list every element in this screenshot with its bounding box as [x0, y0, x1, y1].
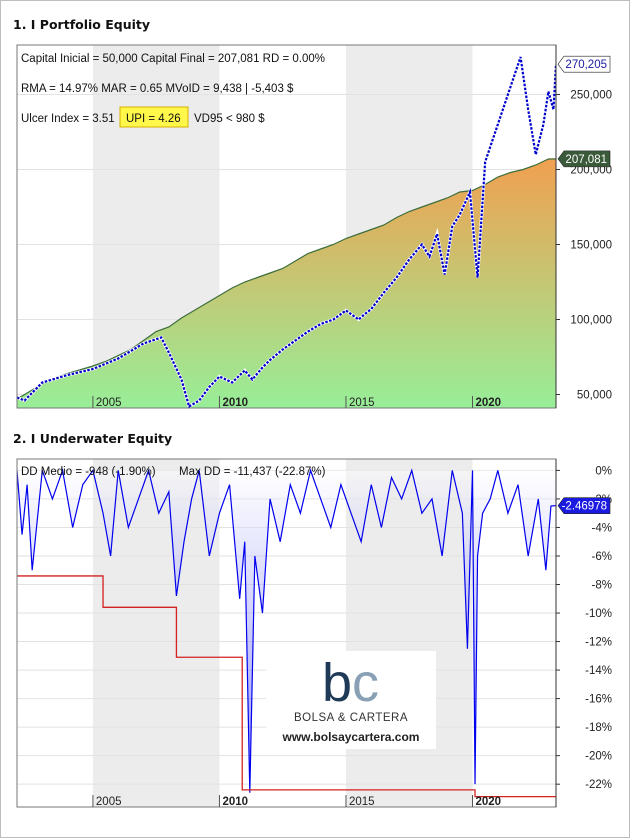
equity-y-tick-label-2: 150,000	[570, 240, 612, 252]
underwater-x-tick-label-3: 2020	[475, 796, 501, 808]
equity-y-tick-label-4: 250,000	[570, 90, 612, 102]
equity-y-tick-label-3: 200,000	[570, 165, 612, 177]
watermark-logo-b: b	[322, 653, 352, 713]
dd-medio-label: DD Medio = -948 (-1.90%)	[21, 466, 156, 478]
benchmark-line	[17, 56, 556, 408]
max-dd-step-line	[17, 575, 556, 798]
underwater-y-tick-label-11: -22%	[585, 779, 612, 791]
underwater-y-tick-label-4: -8%	[592, 580, 612, 592]
watermark-url: www.bolsaycartera.com	[282, 730, 420, 744]
equity-y-tick-label-0: 50,000	[577, 390, 612, 402]
watermark: b c BOLSA & CARTERA www.bolsaycartera.co…	[266, 651, 436, 749]
drawdown-line	[17, 468, 556, 793]
benchmark-last-value-label: 270,205	[565, 59, 607, 71]
stats-line-2: RMA = 14.97% MAR = 0.65 MVoID = 9,438 | …	[21, 83, 294, 95]
panel2-title: 2. I Underwater Equity	[13, 431, 173, 446]
underwater-y-tick-label-0: 0%	[595, 465, 612, 477]
underwater-y-tick-label-5: -10%	[585, 608, 612, 620]
underwater-x-tick-label-1: 2010	[222, 796, 248, 808]
equity-x-tick-label-0: 2005	[96, 397, 122, 409]
stats-line-3-left: Ulcer Index = 3.51	[21, 113, 115, 125]
drawdown-last-value-label: -2.46978	[562, 501, 607, 513]
portfolio-equity-chart: 50,000 100,000 150,000 200,000 250,000 2005 20…	[16, 44, 612, 409]
stats-line-3-right: VD95 < 980 $	[194, 113, 265, 125]
underwater-y-tick-label-10: -20%	[585, 751, 612, 763]
upi-highlight-box	[119, 106, 189, 128]
equity-x-tick-label-1: 2010	[222, 397, 248, 409]
underwater-equity-chart: 0%-2%-4%-6%-8%-10%-12%-14%-16%-18%-20%-2…	[16, 458, 612, 808]
watermark-logo-c: c	[352, 653, 379, 713]
watermark-logo-svg: b c BOLSA & CARTERA www.bolsaycartera.co…	[282, 653, 420, 744]
underwater-series-group	[17, 468, 556, 798]
max-dd-label: Max DD = -11,437 (-22.87%)	[179, 466, 326, 478]
underwater-x-tick-label-0: 2005	[96, 796, 122, 808]
equity-series-group	[17, 56, 556, 408]
watermark-name: BOLSA & CARTERA	[294, 712, 408, 724]
underwater-annotations: DD Medio = -948 (-1.90%) Max DD = -11,43…	[21, 466, 326, 478]
panel1-title: 1. I Portfolio Equity	[13, 17, 151, 32]
underwater-x-tick-label-2: 2015	[349, 796, 375, 808]
underwater-shade-band-1	[345, 459, 473, 807]
underwater-y-tick-label-3: -6%	[592, 551, 612, 563]
drawdown-area	[17, 470, 556, 793]
benchmark-last-value-label-bg	[557, 55, 611, 73]
underwater-y-tick-label-2: -4%	[592, 522, 612, 534]
portfolio-annotations: Capital Inicial = 50,000 Capital Final =…	[21, 53, 325, 128]
upi-highlight-text: UPI = 4.26	[126, 113, 181, 125]
underwater-y-tick-label-8: -16%	[585, 694, 612, 706]
portfolio-last-value-label-bg	[557, 150, 611, 168]
portfolio-last-value-label: 207,081	[565, 154, 607, 166]
portfolio-area	[17, 158, 556, 408]
equity-x-tick-label-2: 2015	[349, 397, 375, 409]
stats-line-1: Capital Inicial = 50,000 Capital Final =…	[21, 53, 325, 65]
drawdown-last-value-label-bg	[557, 497, 611, 514]
equity-x-tick-label-3: 2020	[475, 397, 501, 409]
underwater-y-tick-label-6: -12%	[585, 637, 612, 649]
underwater-y-tick-label-9: -18%	[585, 722, 612, 734]
underwater-y-tick-label-7: -14%	[585, 665, 612, 677]
equity-y-tick-label-1: 100,000	[570, 315, 612, 327]
